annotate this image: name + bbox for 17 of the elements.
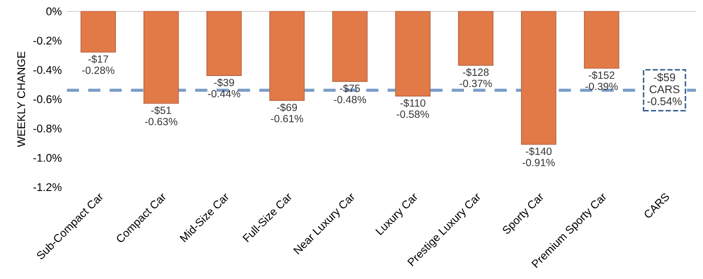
data-label: -$140 -0.91% xyxy=(522,147,555,166)
ref-line-label: -$59 CARS -0.54% xyxy=(647,72,682,106)
y-tick-label: -0.2% xyxy=(33,36,62,45)
y-tick-label: -0.4% xyxy=(33,66,62,74)
data-label: -$128 -0.37% xyxy=(460,68,492,88)
y-tick-label: -0.8% xyxy=(33,124,62,132)
data-label: -$152 -0.39% xyxy=(586,71,618,90)
data-label: -$17 -0.28% xyxy=(82,54,114,74)
y-tick-label: -1.2% xyxy=(33,183,62,192)
data-label: -$69 -0.61% xyxy=(270,103,304,122)
data-label: -$51 -0.63% xyxy=(145,106,178,126)
data-label: -$110 -0.58% xyxy=(396,98,429,118)
y-tick-label: 0% xyxy=(46,7,62,16)
y-tick-label: -1.0% xyxy=(33,154,62,162)
data-label: -$39 -0.44% xyxy=(208,78,240,98)
y-tick-label: -0.6% xyxy=(33,95,62,104)
y-axis-title: WEEKLY CHANGE xyxy=(17,52,26,147)
